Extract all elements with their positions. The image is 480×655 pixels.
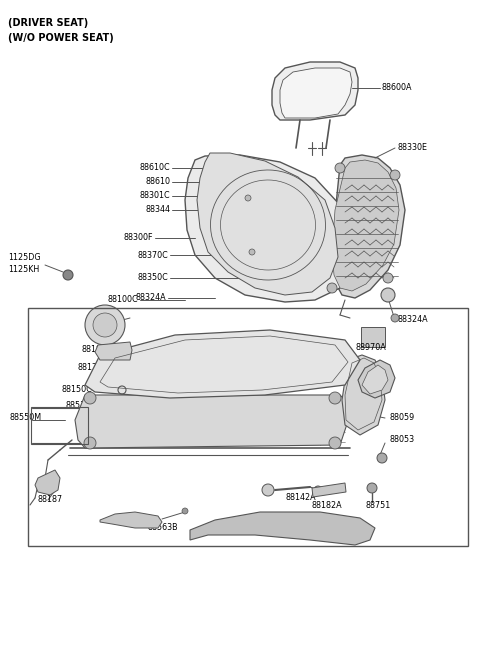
Text: 88516B: 88516B (65, 400, 96, 409)
Text: 88563B: 88563B (148, 523, 179, 533)
Polygon shape (190, 512, 375, 545)
Text: 88324A: 88324A (135, 293, 166, 303)
Circle shape (85, 305, 125, 345)
Text: (W/O POWER SEAT): (W/O POWER SEAT) (8, 33, 114, 43)
Text: 88350C: 88350C (137, 274, 168, 282)
Circle shape (84, 392, 96, 404)
Text: 88185A: 88185A (310, 375, 341, 384)
Text: 88550M: 88550M (10, 413, 42, 422)
Text: 88142A: 88142A (285, 493, 316, 502)
Circle shape (391, 314, 399, 322)
Polygon shape (100, 512, 162, 528)
Text: 88600A: 88600A (382, 83, 412, 92)
Text: 88370C: 88370C (137, 250, 168, 259)
Polygon shape (342, 355, 385, 435)
Circle shape (367, 483, 377, 493)
Circle shape (314, 486, 322, 494)
Text: 88240: 88240 (93, 314, 118, 322)
Circle shape (335, 163, 345, 173)
Text: 88182A: 88182A (312, 500, 343, 510)
Polygon shape (197, 153, 338, 295)
Text: 88330E: 88330E (398, 143, 428, 153)
Polygon shape (312, 483, 346, 497)
Text: 88970A: 88970A (355, 343, 386, 352)
Polygon shape (332, 155, 405, 298)
Circle shape (329, 437, 341, 449)
Text: 88324A: 88324A (397, 316, 428, 324)
Text: 88150C: 88150C (62, 386, 93, 394)
Circle shape (84, 437, 96, 449)
Polygon shape (75, 395, 350, 448)
Text: 88561: 88561 (295, 523, 320, 533)
Polygon shape (362, 365, 388, 394)
Circle shape (182, 508, 188, 514)
Text: 88610C: 88610C (139, 164, 170, 172)
Polygon shape (332, 160, 399, 291)
Text: 88100C: 88100C (108, 295, 138, 305)
Text: 88170D: 88170D (78, 364, 109, 373)
Circle shape (262, 484, 274, 496)
Circle shape (383, 273, 393, 283)
Circle shape (377, 453, 387, 463)
Polygon shape (272, 62, 358, 120)
Polygon shape (85, 330, 360, 398)
Circle shape (249, 249, 255, 255)
Circle shape (93, 313, 117, 337)
Text: 88059: 88059 (390, 413, 415, 422)
Text: (DRIVER SEAT): (DRIVER SEAT) (8, 18, 88, 28)
Circle shape (329, 392, 341, 404)
Text: 88344: 88344 (145, 206, 170, 214)
Circle shape (381, 288, 395, 302)
Text: 88186A: 88186A (82, 345, 112, 354)
Text: 1125DG: 1125DG (8, 253, 41, 263)
Text: 88187: 88187 (38, 495, 63, 504)
Text: 88610: 88610 (145, 178, 170, 187)
Circle shape (63, 270, 73, 280)
Polygon shape (358, 360, 395, 398)
Polygon shape (95, 342, 132, 360)
Polygon shape (185, 155, 350, 302)
Text: 88751: 88751 (365, 500, 390, 510)
Text: 1125KH: 1125KH (8, 265, 39, 274)
Circle shape (327, 283, 337, 293)
Polygon shape (35, 470, 60, 495)
Text: 88301C: 88301C (139, 191, 170, 200)
Text: 88300F: 88300F (123, 233, 153, 242)
Circle shape (390, 170, 400, 180)
Polygon shape (280, 68, 352, 118)
Text: 88053: 88053 (390, 436, 415, 445)
Circle shape (245, 195, 251, 201)
FancyBboxPatch shape (361, 327, 385, 347)
